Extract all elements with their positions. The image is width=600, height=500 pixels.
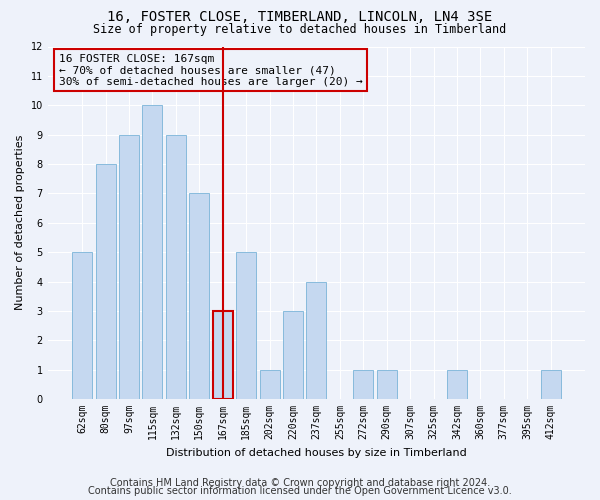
Bar [95, 164, 116, 399]
Bar [447, 370, 467, 399]
Bar [353, 370, 373, 399]
Text: 16, FOSTER CLOSE, TIMBERLAND, LINCOLN, LN4 3SE: 16, FOSTER CLOSE, TIMBERLAND, LINCOLN, L… [107, 10, 493, 24]
Y-axis label: Number of detached properties: Number of detached properties [15, 135, 25, 310]
X-axis label: Distribution of detached houses by size in Timberland: Distribution of detached houses by size … [166, 448, 467, 458]
Text: 16 FOSTER CLOSE: 167sqm
← 70% of detached houses are smaller (47)
30% of semi-de: 16 FOSTER CLOSE: 167sqm ← 70% of detache… [59, 54, 362, 87]
Text: Size of property relative to detached houses in Timberland: Size of property relative to detached ho… [94, 22, 506, 36]
Bar [166, 134, 186, 399]
Bar [236, 252, 256, 399]
Bar [142, 106, 163, 399]
Bar [283, 311, 303, 399]
Bar [377, 370, 397, 399]
Text: Contains HM Land Registry data © Crown copyright and database right 2024.: Contains HM Land Registry data © Crown c… [110, 478, 490, 488]
Bar [541, 370, 560, 399]
Bar [260, 370, 280, 399]
Text: Contains public sector information licensed under the Open Government Licence v3: Contains public sector information licen… [88, 486, 512, 496]
Bar [307, 282, 326, 399]
Bar [190, 194, 209, 399]
Bar [213, 311, 233, 399]
Bar [72, 252, 92, 399]
Bar [119, 134, 139, 399]
